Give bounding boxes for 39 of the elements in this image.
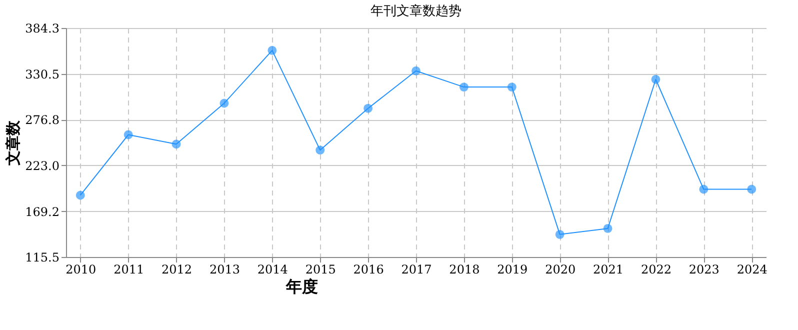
- x-tick-label: 2024: [736, 262, 768, 276]
- point: [412, 66, 420, 76]
- point: [459, 82, 468, 92]
- x-tick-label: 2018: [449, 262, 480, 276]
- y-axis-title: 文章数: [4, 120, 22, 166]
- point: [651, 74, 660, 84]
- y-tick-label: 223.0: [25, 158, 60, 173]
- x-tick-label: 2014: [257, 262, 288, 276]
- point: [268, 46, 277, 55]
- x-tick-label: 2022: [640, 262, 672, 276]
- x-axis-title: 年度: [285, 277, 318, 296]
- point: [699, 184, 708, 194]
- y-tick-label: 330.5: [25, 67, 60, 82]
- x-tick-label: 2020: [545, 262, 576, 276]
- x-tick-label: 2015: [305, 262, 336, 276]
- point: [76, 190, 85, 200]
- point: [316, 146, 325, 155]
- point: [507, 82, 516, 92]
- y-tick-label: 169.2: [25, 204, 60, 219]
- point: [603, 224, 612, 233]
- x-tick-label: 2011: [114, 262, 144, 276]
- x-tick-label: 2012: [162, 262, 192, 276]
- x-tick-label: 2021: [593, 262, 624, 276]
- point: [124, 130, 133, 140]
- x-tick-label: 2017: [401, 262, 432, 276]
- x-tick-label: 2023: [688, 262, 720, 276]
- x-tick-label: 2010: [66, 262, 96, 276]
- x-tick-label: 2013: [209, 262, 240, 276]
- x-tick-label: 2016: [353, 262, 384, 276]
- point: [364, 104, 373, 113]
- point: [172, 140, 181, 149]
- point: [747, 184, 756, 194]
- point: [220, 98, 229, 108]
- y-tick-label: 384.3: [25, 22, 60, 36]
- y-tick-label: 276.8: [25, 113, 60, 128]
- y-tick-label: 115.5: [25, 250, 60, 264]
- point: [555, 230, 564, 239]
- chart-title: 年刊文章数趋势: [370, 4, 462, 19]
- x-tick-label: 2019: [497, 262, 528, 276]
